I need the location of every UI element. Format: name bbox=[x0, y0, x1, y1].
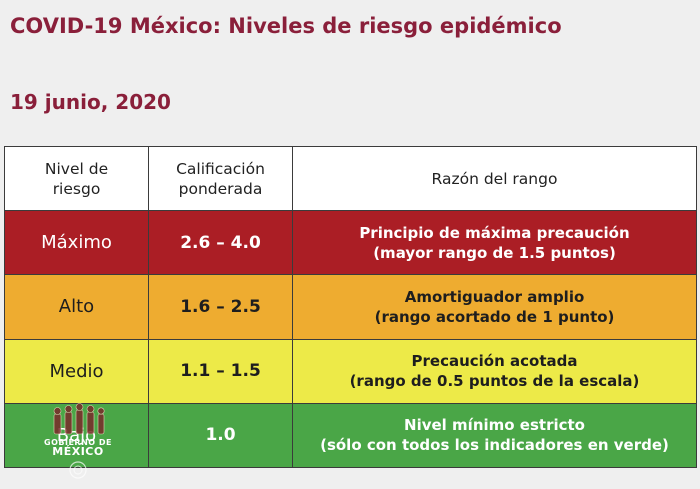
reason-line2: (rango acortado de 1 punto) bbox=[374, 307, 615, 326]
page-title: COVID-19 México: Niveles de riesgo epidé… bbox=[10, 14, 562, 38]
level-cell: Máximo bbox=[4, 210, 149, 276]
level-cell: Medio bbox=[4, 338, 149, 404]
reason-line1: Nivel mínimo estricto bbox=[404, 416, 585, 435]
range-cell: 1.6 – 2.5 bbox=[148, 274, 293, 340]
table-row-maximo: Máximo 2.6 – 4.0 Principio de máxima pre… bbox=[4, 210, 697, 276]
risk-level-table: Nivel de riesgo Calificación ponderada R… bbox=[4, 145, 697, 469]
reason-line2: (sólo con todos los indicadores en verde… bbox=[320, 436, 669, 455]
table-row-medio: Medio 1.1 – 1.5 Precaución acotada (rang… bbox=[4, 338, 697, 404]
table-row-alto: Alto 1.6 – 2.5 Amortiguador amplio (rang… bbox=[4, 274, 697, 340]
reason-cell: Amortiguador amplio (rango acortado de 1… bbox=[292, 274, 697, 340]
level-cell: Alto bbox=[4, 274, 149, 340]
level-cell: Bajo bbox=[4, 402, 149, 469]
header-calificacion-line1: Calificación bbox=[176, 159, 265, 178]
reason-cell: Precaución acotada (rango de 0.5 puntos … bbox=[292, 338, 697, 404]
reason-cell: Principio de máxima precaución (mayor ra… bbox=[292, 210, 697, 276]
header-razon: Razón del rango bbox=[292, 145, 697, 212]
header-razon-label: Razón del rango bbox=[431, 169, 558, 188]
header-nivel-line1: Nivel de bbox=[44, 159, 109, 178]
header-calificacion-line2: ponderada bbox=[178, 179, 263, 198]
reason-line1: Principio de máxima precaución bbox=[359, 223, 630, 242]
reason-line1: Precaución acotada bbox=[411, 352, 578, 371]
reason-line1: Amortiguador amplio bbox=[404, 287, 585, 306]
range-cell: 1.1 – 1.5 bbox=[148, 338, 293, 404]
table-row-bajo: Bajo 1.0 Nivel mínimo estricto (sólo con… bbox=[4, 402, 697, 469]
page-date: 19 junio, 2020 bbox=[10, 90, 171, 114]
range-cell: 2.6 – 4.0 bbox=[148, 210, 293, 276]
reason-line2: (mayor rango de 1.5 puntos) bbox=[373, 243, 616, 262]
header-calificacion: Calificación ponderada bbox=[148, 145, 293, 212]
table-header-row: Nivel de riesgo Calificación ponderada R… bbox=[4, 145, 697, 212]
reason-line2: (rango de 0.5 puntos de la escala) bbox=[349, 372, 640, 391]
header-nivel: Nivel de riesgo bbox=[4, 145, 149, 212]
header-nivel-line2: riesgo bbox=[52, 179, 101, 198]
reason-cell: Nivel mínimo estricto (sólo con todos lo… bbox=[292, 402, 697, 469]
range-cell: 1.0 bbox=[148, 402, 293, 469]
